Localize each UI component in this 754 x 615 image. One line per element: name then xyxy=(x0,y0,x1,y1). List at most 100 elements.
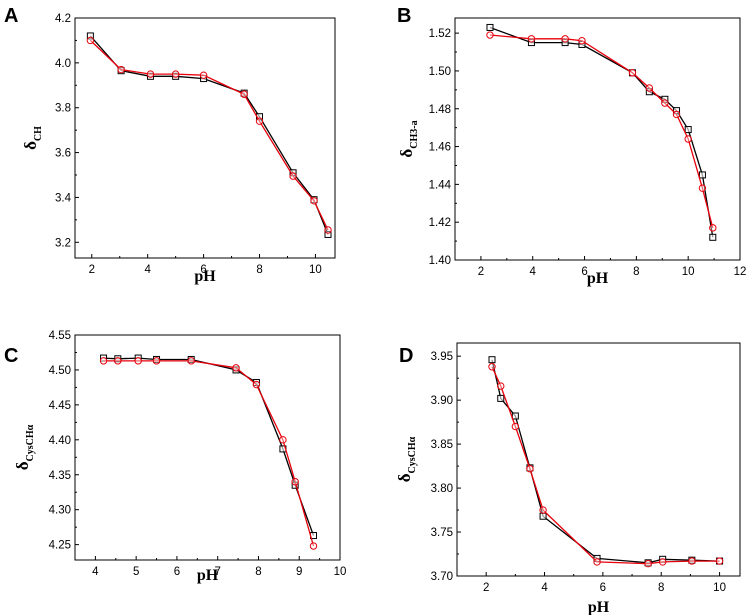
series-1-a xyxy=(86,32,332,238)
x-tick-label: 8 xyxy=(255,566,261,578)
x-tick-label: 4 xyxy=(92,566,99,578)
panel-letter-d: D xyxy=(399,345,413,367)
data-point-circle xyxy=(593,558,601,566)
y-tick-label: 3.90 xyxy=(431,395,453,407)
panel-b: B 2 4 6 8 10 12 1.40 1.42 1.44 1.46 1.48 1.50 1.52 pH δ… xyxy=(397,5,746,287)
y-axis-subscript: CysCHα xyxy=(407,436,418,473)
data-point-circle xyxy=(171,70,180,78)
panel-d: D 2 4 6 8 10 3.70 3.75 3.80 3.85 3.90 3.95 pH δCysCHα xyxy=(395,342,741,615)
data-point-square xyxy=(324,230,332,238)
data-point-circle xyxy=(187,357,195,365)
y-tick-label: 3.70 xyxy=(431,571,453,583)
x-tick-label: 2 xyxy=(89,264,95,276)
plot-frame-d xyxy=(456,342,741,577)
y-axis-title-a: δCH xyxy=(21,126,44,150)
data-point-circle xyxy=(661,99,669,107)
plot-frame-a xyxy=(74,17,336,259)
series-line xyxy=(491,366,720,565)
x-tick-label: 10 xyxy=(309,264,322,276)
series-2-b xyxy=(486,31,717,232)
y-tick-label: 3.6 xyxy=(55,148,71,160)
x-tick-label: 2 xyxy=(478,266,484,278)
x-tick-label: 8 xyxy=(256,264,262,276)
y-axis-title-d: δCysCHα xyxy=(395,436,418,482)
x-tick-label: 10 xyxy=(682,266,695,278)
y-tick-label: 1.46 xyxy=(429,142,451,154)
y-tick-label: 3.4 xyxy=(55,192,72,204)
panel-letter-a: A xyxy=(4,5,18,27)
series-2-d xyxy=(488,363,724,568)
y-tick-label: 4.0 xyxy=(55,58,71,70)
data-point-circle xyxy=(117,65,125,74)
data-point-square xyxy=(561,39,569,47)
data-point-circle xyxy=(644,559,652,568)
data-point-circle xyxy=(715,557,724,565)
y-tick-label: 4.55 xyxy=(49,330,71,342)
data-point-square xyxy=(488,356,496,364)
data-point-circle xyxy=(698,184,707,192)
x-axis-title-b: pH xyxy=(587,270,609,287)
data-point-circle xyxy=(240,90,248,98)
data-point-square xyxy=(698,171,706,179)
y-axis-subscript: CH xyxy=(33,126,44,141)
y-tick-label: 4.50 xyxy=(49,365,71,377)
data-point-circle xyxy=(658,558,667,566)
y-axis-subscript: CysCHα xyxy=(25,424,36,461)
y-tick-label: 4.35 xyxy=(49,470,71,482)
data-point-circle xyxy=(309,542,318,550)
y-tick-label: 4.25 xyxy=(49,540,71,552)
x-tick-label: 9 xyxy=(296,566,302,578)
y-tick-label: 4.30 xyxy=(49,505,71,517)
data-point-square xyxy=(172,72,180,80)
series-2-c xyxy=(99,357,318,550)
data-point-square xyxy=(684,126,692,134)
x-tick-label: 6 xyxy=(581,266,587,278)
x-tick-label: 8 xyxy=(658,582,664,594)
data-point-circle xyxy=(709,224,717,232)
y-axis-symbol: δ xyxy=(21,141,40,150)
y-tick-label: 1.44 xyxy=(429,179,452,191)
data-point-circle xyxy=(628,69,637,77)
x-axis-title-d: pH xyxy=(588,599,610,615)
data-point-circle xyxy=(684,135,692,143)
data-point-square xyxy=(709,233,717,241)
x-tick-label: 10 xyxy=(713,582,726,594)
y-axis-symbol: δ xyxy=(395,473,414,482)
y-axis-title-b: δCH3-a xyxy=(397,120,420,157)
data-point-circle xyxy=(672,110,681,119)
x-tick-label: 4 xyxy=(530,266,537,278)
data-point-circle xyxy=(232,364,240,372)
data-point-circle xyxy=(561,35,569,43)
series-line xyxy=(489,26,714,238)
y-tick-label: 3.80 xyxy=(431,483,453,495)
series-line xyxy=(103,360,315,547)
data-point-square xyxy=(86,32,94,40)
data-point-square xyxy=(146,72,154,80)
y-tick-label: 3.2 xyxy=(55,237,71,249)
y-axis-symbol: δ xyxy=(397,149,416,158)
x-tick-label: 8 xyxy=(633,266,639,278)
data-point-circle xyxy=(527,35,536,43)
y-axis-title-c: δCysCHα xyxy=(13,424,36,470)
data-point-circle xyxy=(486,31,494,39)
series-1-c xyxy=(100,354,317,540)
data-point-square xyxy=(511,412,519,420)
y-tick-label: 3.8 xyxy=(55,103,71,115)
series-1-b xyxy=(486,23,717,241)
data-point-circle xyxy=(114,357,122,365)
y-tick-label: 3.85 xyxy=(431,439,453,451)
series-line xyxy=(489,34,714,229)
y-tick-label: 1.48 xyxy=(429,104,451,116)
x-axis-title-a: pH xyxy=(194,268,216,285)
plot-frame-b xyxy=(454,17,741,261)
y-tick-label: 1.50 xyxy=(429,66,451,78)
panel-letter-c: C xyxy=(4,345,18,367)
data-point-circle xyxy=(152,357,161,365)
x-tick-label: 10 xyxy=(334,566,347,578)
y-axis-symbol: δ xyxy=(13,461,32,470)
plot-frame-c xyxy=(74,334,341,561)
data-point-circle xyxy=(199,71,208,79)
data-point-square xyxy=(539,512,547,520)
series-line xyxy=(89,39,329,231)
